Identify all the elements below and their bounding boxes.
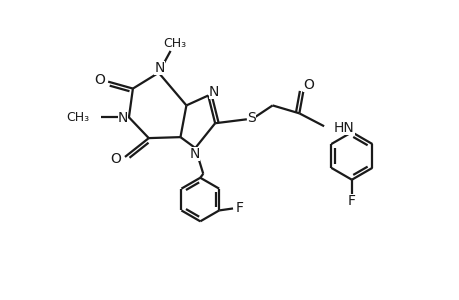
Text: HN: HN bbox=[333, 121, 354, 135]
Text: N: N bbox=[118, 111, 128, 125]
Text: O: O bbox=[94, 73, 105, 87]
Text: CH₃: CH₃ bbox=[66, 111, 89, 124]
Text: F: F bbox=[347, 194, 355, 208]
Text: S: S bbox=[247, 111, 256, 125]
Text: N: N bbox=[154, 61, 164, 75]
Text: F: F bbox=[235, 202, 243, 215]
Text: O: O bbox=[302, 78, 313, 92]
Text: O: O bbox=[110, 152, 121, 166]
Text: N: N bbox=[208, 85, 219, 98]
Text: CH₃: CH₃ bbox=[162, 38, 186, 50]
Text: N: N bbox=[189, 147, 199, 161]
